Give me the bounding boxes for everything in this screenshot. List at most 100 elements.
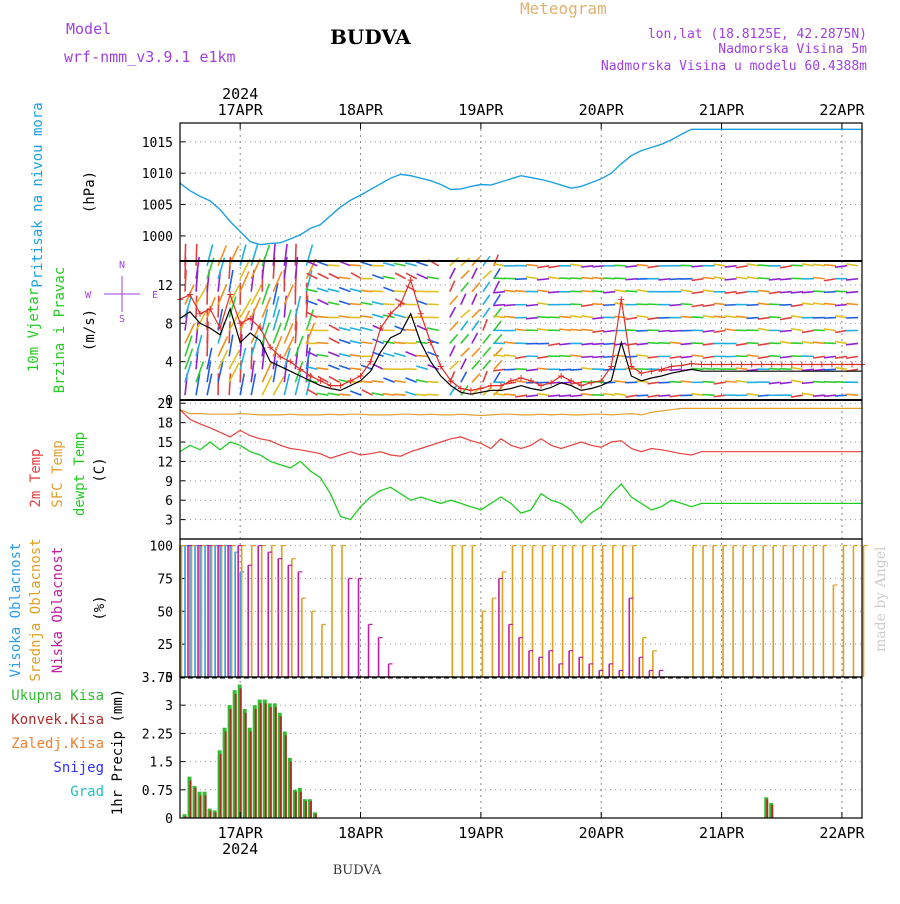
- wind-gust-marker: [689, 361, 695, 367]
- compass-cross: [104, 276, 140, 312]
- wind-arrow: [714, 316, 726, 317]
- wind-arrow: [372, 314, 384, 317]
- wind-arrow: [383, 369, 395, 370]
- wind-arrow: [394, 381, 406, 383]
- conv-precip-bar: [265, 703, 267, 818]
- pressure-ytick-label: 1010: [142, 167, 173, 182]
- top-day-label: 18APR: [338, 101, 384, 119]
- wind-arrow: [637, 290, 649, 292]
- wind-arrow: [504, 290, 516, 291]
- wind-arrow: [692, 317, 704, 318]
- wind-arrow: [284, 296, 286, 318]
- wind-arrow: [450, 296, 458, 305]
- wind-arrow: [570, 278, 582, 279]
- wind-gust-marker: [839, 362, 845, 368]
- wind-arrow: [317, 262, 328, 266]
- wind-arrow: [472, 374, 480, 383]
- wind-arrow: [328, 352, 339, 356]
- wind-arrow: [824, 343, 836, 344]
- cloud-unit: (%): [92, 595, 108, 620]
- wind-arrow: [537, 279, 549, 280]
- elevation-label: Nadmorska Visina 5m: [718, 42, 867, 57]
- wind-arrow: [417, 274, 428, 279]
- temperature-ytick-label: 3: [165, 514, 173, 529]
- product-title: Meteogram: [520, 0, 607, 18]
- wind-arrow: [658, 331, 670, 332]
- wind-arrow: [670, 342, 682, 343]
- wind-arrow: [670, 305, 682, 306]
- wind-arrow: [636, 343, 648, 344]
- wind-arrow: [780, 266, 792, 268]
- wind-arrow: [846, 304, 858, 305]
- wind-gust-marker: [518, 375, 524, 381]
- wind-arrow: [846, 264, 858, 266]
- wind-arrow: [670, 369, 682, 370]
- wind-arrow: [835, 305, 847, 306]
- wind-arrow: [747, 318, 759, 319]
- station-title: BUDVA: [330, 25, 411, 49]
- wind-gust-marker: [849, 362, 855, 368]
- wind-arrow: [658, 318, 670, 319]
- wind-arrow: [318, 300, 329, 305]
- wind-arrow: [394, 342, 406, 343]
- pressure-ytick-label: 1005: [142, 199, 173, 214]
- wind-arrow: [295, 244, 296, 266]
- wind-arrow: [383, 353, 395, 356]
- wind-unit: (m/s): [82, 309, 98, 351]
- wind-arrow: [229, 246, 238, 266]
- wind-arrow: [406, 273, 417, 279]
- wind-gust-marker: [197, 311, 203, 317]
- wind-arrow: [559, 369, 571, 370]
- wind-arrow: [317, 288, 328, 292]
- wind-arrow: [383, 287, 394, 291]
- wind-arrow: [416, 262, 427, 266]
- wind-arrow: [648, 318, 660, 320]
- wind-arrow: [483, 319, 487, 330]
- wind-arrow: [780, 331, 792, 332]
- wind-arrow: [504, 355, 516, 357]
- temperature-ytick-label: 12: [157, 455, 173, 470]
- wind-gust-marker: [578, 383, 584, 389]
- wind-arrow: [559, 278, 571, 279]
- wind-arrow: [813, 291, 825, 292]
- wind-arrow: [769, 317, 781, 318]
- wind-arrow: [592, 304, 604, 305]
- bottom-day-label: 21APR: [699, 824, 745, 842]
- conv-precip-bar: [240, 688, 242, 818]
- wind-arrow: [262, 245, 269, 266]
- wind-arrow: [362, 390, 373, 395]
- wind-arrow: [416, 394, 428, 395]
- wind-gust-marker: [739, 362, 745, 368]
- wind-arrow: [483, 270, 492, 278]
- wind-arrow: [316, 343, 328, 344]
- wind-arrow: [350, 328, 362, 331]
- wind-arrow: [229, 321, 230, 343]
- wind-arrow: [681, 343, 693, 344]
- wind-arrow: [681, 356, 693, 357]
- cloud-ylabel-2: Srednja Oblacnost: [28, 538, 44, 681]
- wind-arrow: [625, 330, 637, 331]
- wind-gust-marker: [408, 277, 414, 283]
- wind-arrow: [406, 378, 417, 382]
- model-name: wrf-nmm_v3.9.1 e1km: [64, 48, 236, 66]
- wind-arrow: [581, 291, 593, 292]
- wind-arrow: [461, 321, 468, 331]
- wind-arrow: [614, 355, 626, 356]
- wind-arrow: [483, 347, 491, 356]
- cloud-ytick-label: 25: [157, 638, 173, 653]
- top-day-label: 22APR: [819, 101, 865, 119]
- wind-arrow: [824, 395, 836, 396]
- wind-arrow: [383, 378, 394, 382]
- wind-arrow: [328, 365, 339, 369]
- wind-arrow: [328, 289, 340, 292]
- wind-arrow: [350, 355, 362, 357]
- wind-arrow: [240, 298, 251, 317]
- wind-arrow: [592, 343, 604, 344]
- wind-arrow: [273, 271, 282, 291]
- compass-top: N: [119, 260, 125, 271]
- wind-arrow: [427, 304, 439, 305]
- wind-arrow: [658, 343, 670, 344]
